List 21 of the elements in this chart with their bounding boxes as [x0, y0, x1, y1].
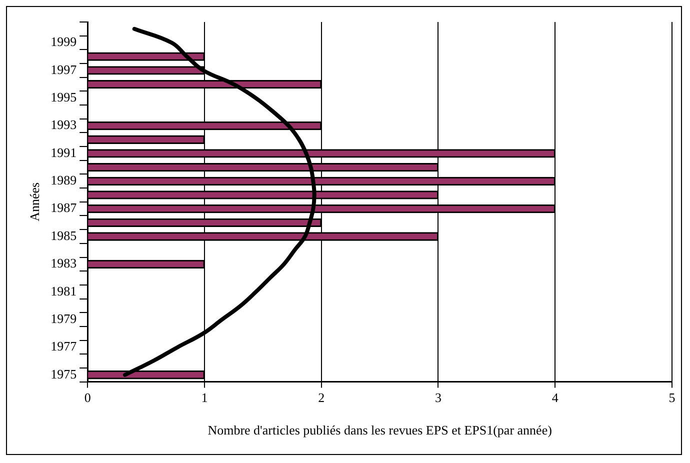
y-tick-label: 1999 [50, 34, 77, 50]
y-tick-label: 1991 [50, 144, 77, 160]
y-tick-label: 1979 [50, 310, 77, 326]
y-tick-label: 1985 [50, 228, 77, 243]
y-tick-label: 1993 [50, 117, 77, 132]
x-tick-label: 2 [318, 390, 325, 406]
y-tick-label: 1997 [50, 62, 78, 77]
y-tick-label: 1983 [50, 256, 77, 271]
y-axis-title: Années [27, 182, 42, 222]
x-tick-label: 5 [668, 390, 676, 406]
x-tick-label: 0 [84, 390, 91, 406]
y-tick-label: 1989 [50, 172, 77, 188]
y-tick-label: 1981 [50, 283, 77, 298]
x-axis-title: Nombre d'articles publiés dans les revues EPS et EPS1(par année) [208, 422, 552, 438]
y-tick-label: 1987 [50, 200, 78, 216]
x-tick-label: 3 [434, 390, 442, 406]
x-tick-label: 4 [552, 390, 559, 406]
y-tick-label: 1975 [50, 366, 77, 382]
y-tick-label: 1995 [50, 90, 77, 105]
x-tick-label: 1 [201, 390, 208, 406]
y-tick-label: 1977 [50, 338, 78, 354]
